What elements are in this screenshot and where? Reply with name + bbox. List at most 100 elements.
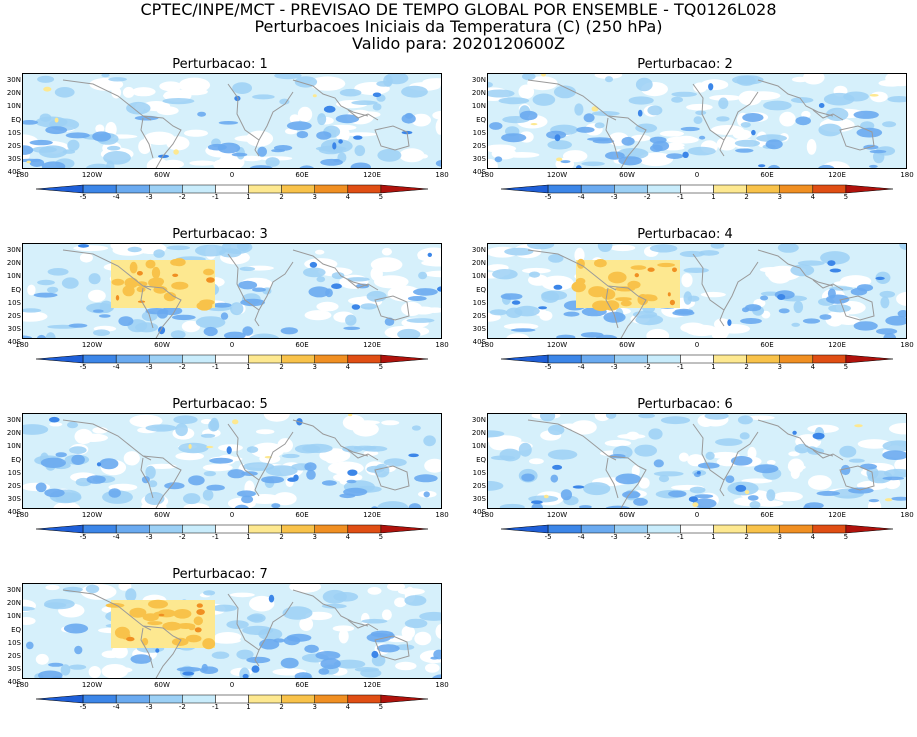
colorbar-segment [614, 184, 648, 194]
colorbar-segment [500, 354, 549, 364]
colorbar-segment [248, 524, 282, 534]
longitude-label: 120E [828, 171, 846, 179]
latitude-label: 30N [471, 416, 486, 424]
colorbar-tick-label: 3 [777, 363, 782, 371]
longitude-label: 180 [435, 171, 449, 179]
longitude-label: 180 [900, 171, 914, 179]
longitude-label: 60W [619, 171, 635, 179]
colorbar-tick-label: -4 [577, 193, 585, 201]
colorbar-tick-label: -3 [145, 703, 153, 711]
colorbar-tick-label: -2 [643, 533, 651, 541]
longitude-label: 60E [760, 341, 774, 349]
colorbar-segment [314, 694, 349, 704]
longitude-label: 120E [363, 681, 381, 689]
colorbar-tick-label: -1 [676, 363, 684, 371]
colorbar-segment [779, 524, 814, 534]
colorbar-tick-label: 4 [810, 193, 816, 201]
colorbar-segment [347, 524, 382, 534]
colorbar-segment [314, 354, 349, 364]
latitude-label: 30S [7, 155, 21, 163]
latitude-label: 10S [7, 299, 21, 307]
colorbar-tick-label: -2 [178, 533, 186, 541]
colorbar-segment [115, 184, 150, 194]
colorbar-tick-label: -1 [676, 193, 684, 201]
colorbar-tick-label: 2 [744, 193, 749, 201]
colorbar-segment [182, 184, 216, 194]
colorbar-tick-label: 5 [843, 533, 849, 541]
latitude-label: 10S [7, 129, 21, 137]
colorbar-segment [347, 354, 382, 364]
colorbar-tick-label: -2 [178, 363, 186, 371]
colorbar-tick-label: 2 [279, 363, 284, 371]
latitude-label: 10N [471, 272, 486, 280]
latitude-label: 30S [7, 495, 21, 503]
colorbar-segment [746, 524, 780, 534]
latitude-label: 20N [471, 89, 486, 97]
longitude-label: 120W [81, 511, 103, 519]
panel-title: Perturbacao: 7 [172, 567, 268, 582]
colorbar-tick-label: -4 [577, 363, 585, 371]
latitude-label: 20N [471, 429, 486, 437]
latitude-label: 20S [472, 312, 486, 320]
panel-title: Perturbacao: 5 [172, 397, 268, 412]
colorbar: -5 -4 -3 -2 -1 1 2 3 4 5 [487, 521, 907, 551]
colorbar-segment [845, 184, 894, 194]
colorbar-segment [281, 694, 315, 704]
latitude-label: 30S [7, 325, 21, 333]
latitude-label: 10S [7, 639, 21, 647]
colorbar-tick-label: -1 [211, 193, 219, 201]
latitude-label: 10N [6, 102, 21, 110]
colorbar-tick-label: -3 [145, 193, 153, 201]
latitude-label: 40S [7, 678, 21, 686]
longitude-label: 180 [15, 681, 29, 689]
latitude-label: 20S [472, 482, 486, 490]
colorbar-segment [281, 184, 315, 194]
latitude-label: 10N [471, 102, 486, 110]
colorbar-segment [812, 184, 847, 194]
colorbar-segment [580, 354, 615, 364]
colorbar-segment [281, 354, 315, 364]
colorbar-segment [380, 184, 429, 194]
colorbar-segment [35, 354, 84, 364]
latitude-label: EQ [476, 456, 486, 464]
longitude-label: 60W [154, 511, 170, 519]
latitude-label: 20N [471, 259, 486, 267]
colorbar-tick-label: -1 [211, 533, 219, 541]
colorbar-segment [149, 184, 183, 194]
longitude-label: 0 [694, 341, 700, 349]
colorbar-tick-label: -2 [643, 193, 651, 201]
colorbar-tick-label: 4 [345, 363, 351, 371]
colorbar-tick-label: 4 [345, 533, 351, 541]
latitude-label: 20N [6, 599, 21, 607]
colorbar-segment [215, 694, 249, 704]
colorbar-segment [82, 354, 117, 364]
latitude-label: 40S [472, 168, 486, 176]
ensemble-panel: Perturbacao: 7 30N 20N 10N EQ 10S 20S 30S 40S 180… [0, 567, 449, 737]
longitude-label: 180 [15, 341, 29, 349]
latitude-label: 30S [472, 325, 486, 333]
colorbar-segment [812, 524, 847, 534]
longitude-label: 180 [900, 511, 914, 519]
colorbar-tick-label: -3 [610, 533, 618, 541]
longitude-label: 180 [480, 171, 494, 179]
colorbar-segment [580, 524, 615, 534]
colorbar-segment [248, 694, 282, 704]
header-title: CPTEC/INPE/MCT - PREVISAO DE TEMPO GLOBA… [140, 0, 777, 19]
latitude-label: 30N [6, 246, 21, 254]
latitude-label: 20S [472, 142, 486, 150]
colorbar-segment [115, 524, 150, 534]
temperature-perturbation-map [22, 413, 442, 509]
latitude-label: 20N [6, 89, 21, 97]
longitude-label: 60E [295, 511, 309, 519]
colorbar-segment [215, 524, 249, 534]
longitude-label: 60E [760, 171, 774, 179]
colorbar-tick-label: 2 [744, 363, 749, 371]
longitude-label: 180 [480, 341, 494, 349]
ensemble-panel: Perturbacao: 3 30N 20N 10N EQ 10S 20S 30S 40S 180… [0, 227, 449, 397]
colorbar-segment [347, 184, 382, 194]
longitude-label: 60E [295, 681, 309, 689]
colorbar-tick-label: -5 [79, 703, 87, 711]
longitude-label: 0 [694, 171, 700, 179]
longitude-label: 60W [154, 171, 170, 179]
longitude-label: 120E [828, 341, 846, 349]
